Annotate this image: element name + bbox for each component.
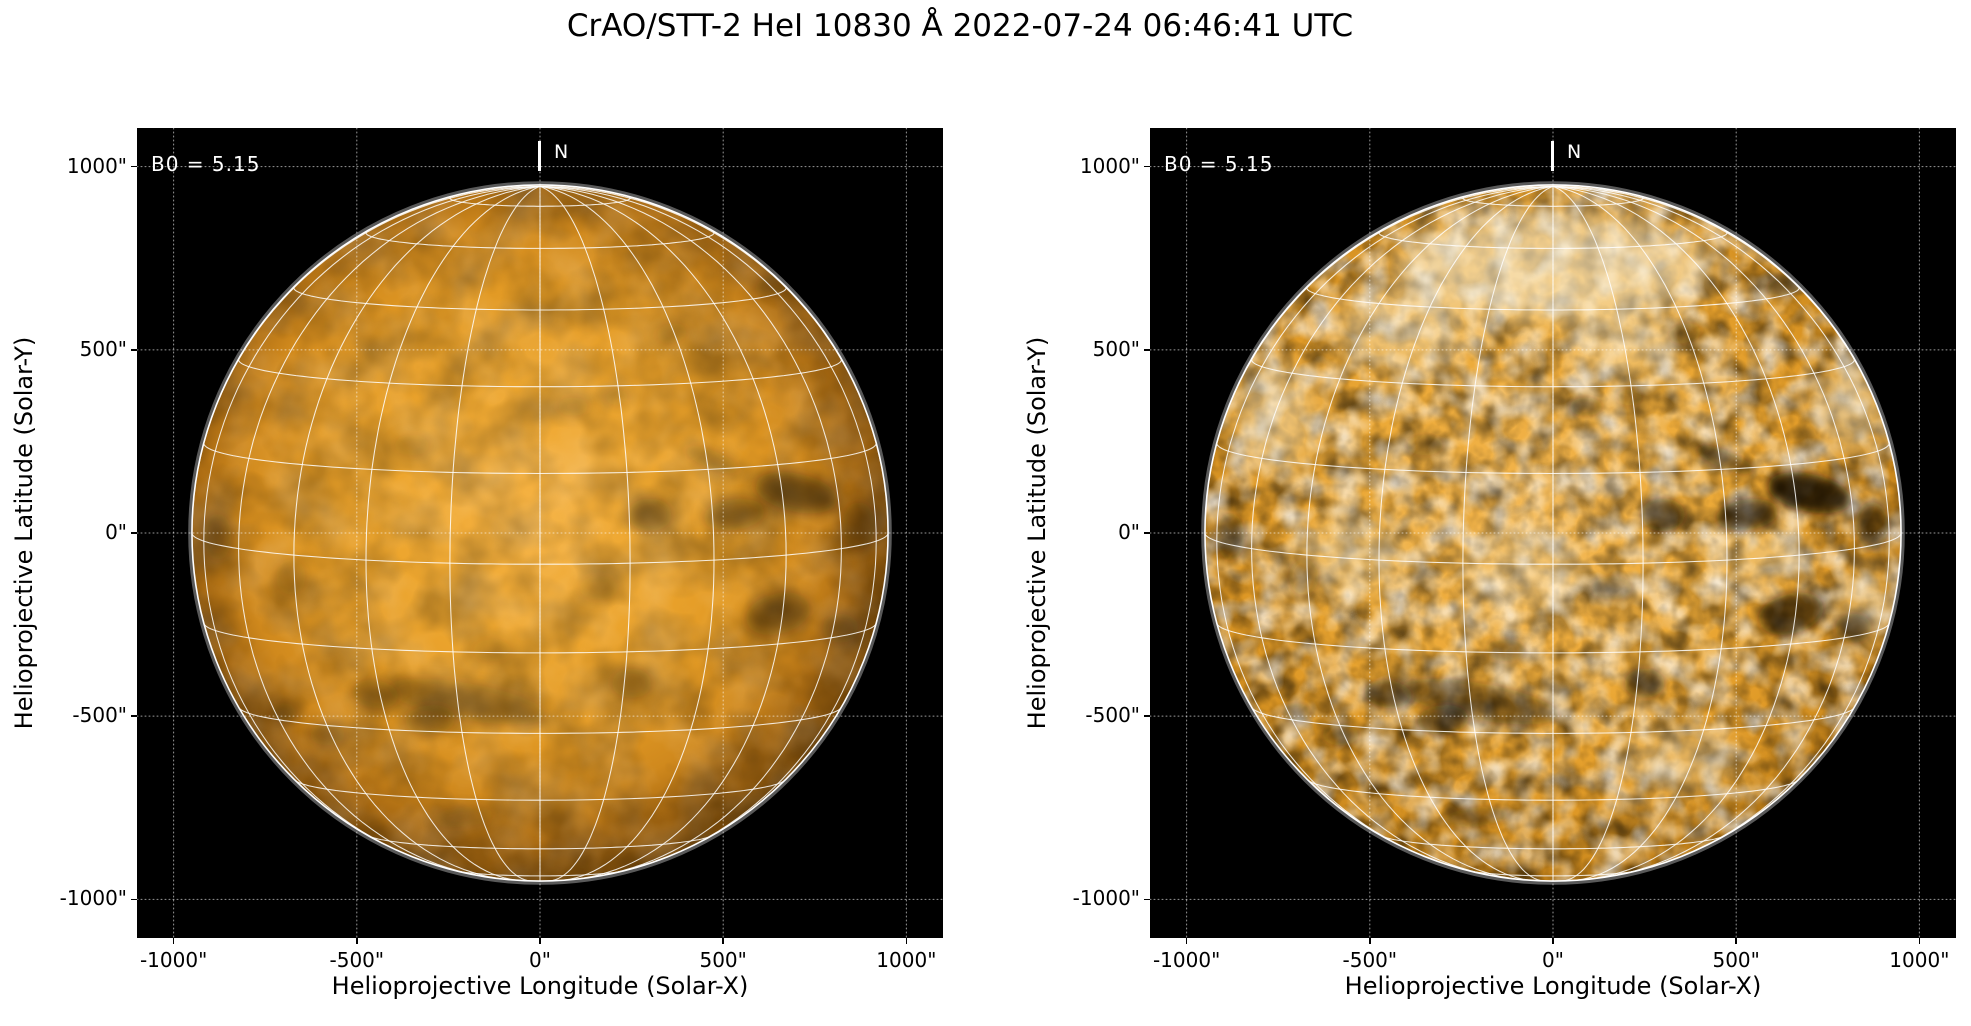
x-tick-mark [1918, 938, 1921, 944]
x-tick-mark [722, 938, 724, 944]
x-tick-label: 0" [1542, 948, 1564, 972]
y-tick-label: -500" [1085, 703, 1140, 728]
x-tick-label: 1000" [1889, 948, 1950, 972]
solar-disk-image-enhanced [1150, 128, 1956, 938]
y-tick-label: 500" [79, 336, 127, 361]
b0-annotation: B0 = 5.15 [151, 152, 261, 176]
x-tick-mark [172, 938, 175, 944]
x-tick-mark [1552, 938, 1554, 944]
north-marker-line [1551, 141, 1554, 171]
y-tick-mark [131, 349, 137, 351]
x-tick-mark [539, 938, 541, 944]
x-tick-label: -1000" [1152, 948, 1221, 972]
y-tick-mark [1144, 349, 1150, 351]
y-tick-label: -500" [72, 703, 127, 728]
x-tick-mark [1735, 938, 1737, 944]
y-tick-mark [131, 165, 137, 168]
x-tick-label: -500" [1342, 948, 1398, 972]
b0-annotation: B0 = 5.15 [1164, 152, 1274, 176]
x-tick-label: 0" [529, 948, 551, 972]
x-tick-mark [905, 938, 908, 944]
x-tick-label: 500" [699, 948, 747, 972]
y-tick-label: -1000" [1072, 886, 1140, 911]
y-tick-mark [131, 532, 137, 534]
solar-disk-image-original [137, 128, 943, 938]
north-label: N [1567, 141, 1582, 163]
panel-original: B0 = 5.15 N [137, 128, 943, 938]
x-axis-label: Helioprojective Longitude (Solar-X) [1344, 972, 1762, 1000]
x-tick-label: -500" [329, 948, 385, 972]
y-tick-mark [1144, 165, 1150, 168]
y-tick-mark [1144, 898, 1150, 901]
y-tick-mark [1144, 715, 1150, 717]
panel-enhanced: B0 = 5.15 N [1150, 128, 1956, 938]
y-tick-mark [131, 898, 137, 901]
y-tick-label: 1000" [1079, 153, 1140, 178]
x-axis-label: Helioprojective Longitude (Solar-X) [331, 972, 749, 1000]
y-tick-label: -1000" [59, 886, 127, 911]
y-tick-mark [131, 715, 137, 717]
x-tick-mark [1369, 938, 1371, 944]
x-tick-label: 500" [1712, 948, 1760, 972]
figure-title: CrAO/STT-2 HeI 10830 Å 2022-07-24 06:46:… [566, 8, 1354, 44]
y-tick-label: 0" [105, 520, 127, 544]
x-tick-mark [1185, 938, 1188, 944]
x-tick-label: 1000" [876, 948, 937, 972]
y-tick-label: 1000" [66, 153, 127, 178]
y-tick-label: 0" [1118, 520, 1140, 544]
x-tick-label: -1000" [139, 948, 208, 972]
north-marker-line [538, 141, 541, 171]
y-tick-label: 500" [1092, 336, 1140, 361]
y-tick-mark [1144, 532, 1150, 534]
x-tick-mark [356, 938, 358, 944]
north-label: N [554, 141, 569, 163]
